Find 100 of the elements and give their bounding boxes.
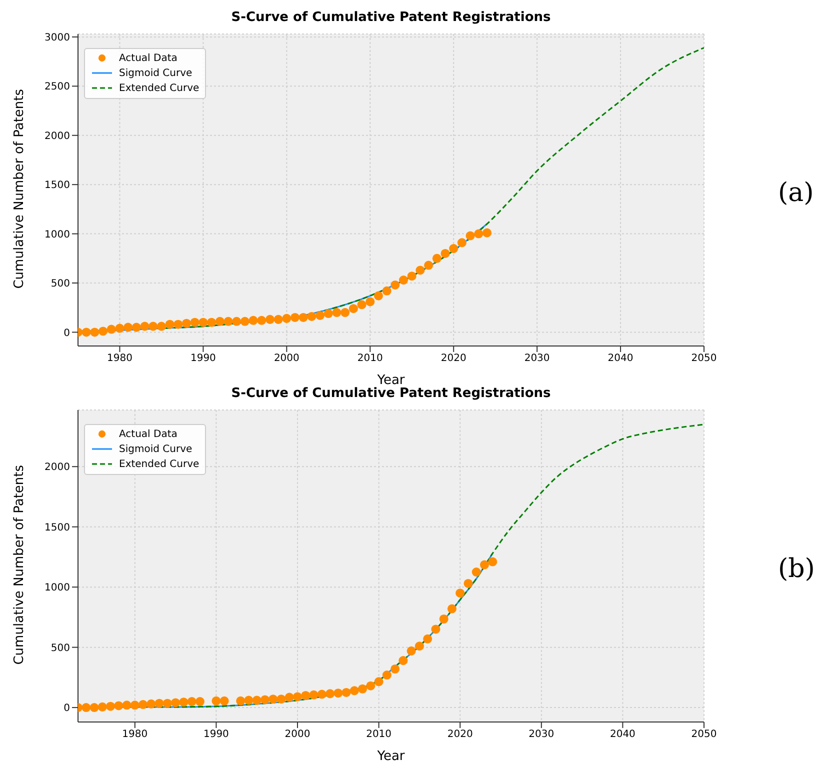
- point: [457, 238, 466, 248]
- point: [252, 696, 262, 705]
- point: [207, 318, 216, 327]
- point: [82, 328, 91, 337]
- point: [390, 280, 400, 290]
- point: [187, 697, 196, 706]
- y-tick-label: 2000: [44, 462, 70, 474]
- point: [342, 688, 351, 697]
- point: [114, 701, 124, 710]
- point: [358, 684, 368, 694]
- point: [212, 696, 221, 706]
- point: [140, 322, 150, 331]
- x-axis-title: Year: [376, 373, 406, 388]
- point: [182, 318, 192, 328]
- point: [382, 286, 392, 296]
- x-tick-label: 2010: [357, 353, 383, 364]
- legend-label: Actual Data: [119, 53, 178, 64]
- point: [138, 700, 148, 710]
- point: [130, 700, 140, 710]
- point: [440, 248, 450, 258]
- legend-label: Extended Curve: [119, 83, 200, 94]
- point: [122, 700, 132, 710]
- point: [268, 694, 278, 704]
- point: [146, 699, 156, 708]
- y-tick-label: 1500: [44, 522, 70, 534]
- chart-title: S-Curve of Cumulative Patent Registrations: [230, 10, 552, 25]
- y-tick-label: 2000: [44, 130, 70, 142]
- point: [106, 702, 116, 711]
- point: [350, 686, 359, 696]
- point: [132, 322, 141, 332]
- point: [366, 681, 376, 690]
- point: [309, 690, 318, 700]
- y-axis-title: Cumulative Number of Patents: [12, 89, 27, 289]
- x-tick-label: 2050: [691, 729, 717, 740]
- x-tick-label: 1980: [122, 729, 148, 740]
- point: [317, 690, 326, 699]
- point: [374, 291, 383, 300]
- point: [244, 696, 254, 705]
- point: [156, 322, 166, 331]
- point: [449, 244, 458, 254]
- x-tick-label: 2040: [608, 353, 634, 364]
- point: [390, 664, 400, 674]
- point: [195, 697, 204, 706]
- y-tick-label: 500: [50, 278, 70, 290]
- point: [236, 696, 246, 706]
- point: [357, 300, 366, 310]
- point: [98, 702, 107, 712]
- point: [274, 314, 283, 324]
- point: [480, 560, 490, 570]
- point: [154, 698, 164, 708]
- point: [265, 314, 274, 324]
- point: [340, 308, 350, 318]
- point: [90, 328, 100, 337]
- point: [124, 322, 133, 332]
- y-axis-title: Cumulative Number of Patents: [12, 465, 27, 665]
- point: [407, 272, 416, 281]
- legend-label: Extended Curve: [119, 459, 200, 470]
- point: [474, 229, 484, 238]
- point: [98, 326, 108, 336]
- point: [466, 231, 475, 240]
- point: [232, 316, 242, 326]
- point: [284, 692, 294, 702]
- x-axis-title: Year: [376, 749, 406, 764]
- text: (a): [778, 178, 814, 208]
- point: [366, 297, 375, 306]
- x-tick-label: 2000: [274, 353, 300, 364]
- y-tick-label: 1000: [44, 582, 70, 594]
- point: [257, 316, 266, 325]
- x-tick-label: 2050: [691, 353, 717, 364]
- y-tick-label: 500: [50, 642, 70, 654]
- chart-title: S-Curve of Cumulative Patent Registrations: [230, 386, 552, 401]
- point: [324, 309, 333, 318]
- point: [298, 312, 308, 322]
- point: [290, 312, 300, 322]
- point: [398, 656, 408, 666]
- point: [162, 698, 172, 708]
- point: [292, 692, 302, 702]
- point: [82, 703, 91, 712]
- x-tick-label: 2000: [284, 729, 310, 740]
- point: [276, 694, 286, 704]
- point: [90, 703, 99, 712]
- legend-label: Sigmoid Curve: [119, 444, 192, 455]
- y-tick-label: 1000: [44, 229, 70, 240]
- y-tick-label: 3000: [44, 32, 70, 44]
- x-tick-label: 1990: [203, 729, 229, 740]
- x-tick-label: 2020: [447, 729, 473, 740]
- point: [307, 312, 316, 321]
- y-tick-label: 2500: [44, 82, 70, 93]
- point: [316, 310, 325, 320]
- point: [488, 557, 498, 566]
- x-tick-label: 2030: [528, 729, 554, 740]
- point: [456, 588, 465, 598]
- point: [432, 254, 442, 263]
- point: [326, 689, 335, 698]
- point: [115, 324, 124, 333]
- point: [482, 228, 492, 238]
- point: [106, 324, 116, 334]
- point: [148, 322, 158, 331]
- x-tick-label: 1980: [107, 353, 132, 364]
- point: [423, 634, 432, 644]
